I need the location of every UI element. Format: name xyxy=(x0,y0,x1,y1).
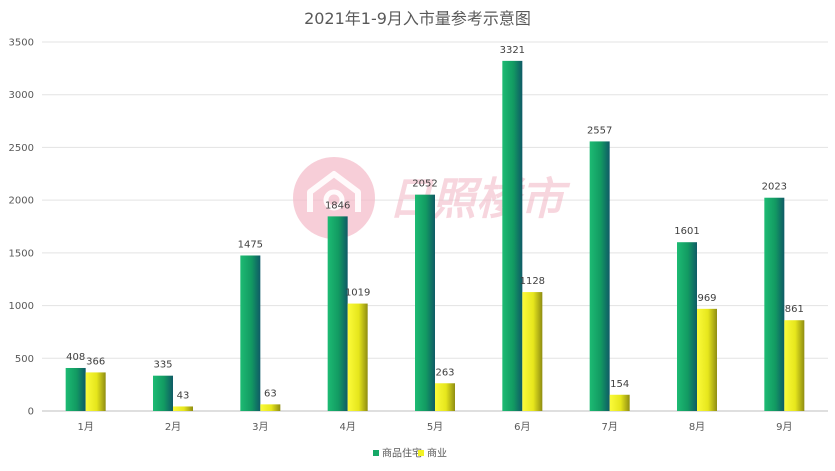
bar-commercial xyxy=(173,406,193,411)
x-tick-label: 4月 xyxy=(339,421,355,433)
data-label: 366 xyxy=(86,356,105,367)
bar-residential xyxy=(677,242,697,411)
y-tick-label: 1000 xyxy=(9,301,34,312)
y-tick-label: 500 xyxy=(15,354,34,365)
x-tick-label: 9月 xyxy=(776,421,792,433)
legend-label: 商业 xyxy=(427,447,447,460)
legend-label: 商品住宅 xyxy=(382,447,422,460)
watermark-logo-icon xyxy=(293,157,375,239)
x-tick-label: 5月 xyxy=(427,421,443,433)
x-tick-label: 6月 xyxy=(514,421,530,433)
data-label: 3321 xyxy=(500,45,525,56)
data-label: 408 xyxy=(66,352,85,363)
y-tick-label: 3000 xyxy=(9,90,34,101)
data-label: 1601 xyxy=(674,226,699,237)
y-tick-label: 0 xyxy=(28,407,34,418)
x-tick-label: 7月 xyxy=(601,421,617,433)
data-label: 335 xyxy=(153,360,172,371)
bar-residential xyxy=(415,194,435,411)
y-tick-label: 3500 xyxy=(9,38,34,49)
bar-residential xyxy=(65,367,86,411)
data-label: 1128 xyxy=(520,276,545,287)
bars xyxy=(65,60,805,412)
x-axis: 1月 2月 3月 4月 5月 6月 7月 8月 9月 xyxy=(77,421,792,433)
data-label: 969 xyxy=(697,293,716,304)
data-label: 2052 xyxy=(412,179,437,190)
data-label: 43 xyxy=(177,390,190,401)
bar-commercial xyxy=(522,292,543,411)
x-tick-label: 3月 xyxy=(252,421,268,433)
bar-residential xyxy=(502,60,523,412)
data-label: 1019 xyxy=(345,288,370,299)
data-label: 154 xyxy=(610,379,629,390)
data-label: 2557 xyxy=(587,125,612,136)
bar-residential xyxy=(764,197,785,411)
data-label: 1846 xyxy=(325,200,350,211)
bar-commercial xyxy=(609,394,630,411)
data-label: 2023 xyxy=(762,182,787,193)
legend: 商品住宅 商业 xyxy=(373,447,447,460)
bar-commercial xyxy=(435,383,455,411)
bar-commercial xyxy=(347,303,368,411)
x-tick-label: 8月 xyxy=(689,421,705,433)
x-tick-label: 2月 xyxy=(165,421,181,433)
y-tick-label: 2000 xyxy=(9,196,34,207)
bar-residential xyxy=(153,375,173,411)
y-tick-label: 1500 xyxy=(9,248,34,259)
bar-residential xyxy=(589,141,610,412)
bar-residential xyxy=(327,216,348,411)
bar-commercial xyxy=(697,308,717,411)
legend-swatch xyxy=(418,450,424,456)
x-tick-label: 1月 xyxy=(77,421,93,433)
data-label: 263 xyxy=(435,367,454,378)
bar-commercial xyxy=(260,404,281,411)
data-label: 63 xyxy=(264,388,277,399)
data-label: 1475 xyxy=(238,239,263,250)
chart-title: 2021年1-9月入市量参考示意图 xyxy=(304,9,531,28)
y-axis: 0 500 1000 1500 2000 2500 3000 3500 xyxy=(9,38,34,418)
bar-residential xyxy=(240,255,261,411)
bar-commercial xyxy=(784,320,805,411)
y-tick-label: 2500 xyxy=(9,143,34,154)
data-labels: 408 366 335 43 1475 63 1846 1019 2052 263 3321 1128… xyxy=(66,45,804,402)
legend-swatch xyxy=(373,450,379,456)
data-label: 861 xyxy=(785,304,804,315)
bar-commercial xyxy=(85,372,106,411)
